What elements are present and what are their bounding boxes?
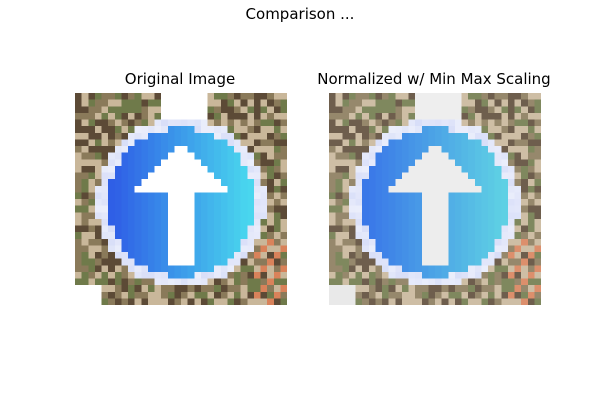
original-sign-image — [75, 93, 287, 305]
panel-title-normalized: Normalized w/ Min Max Scaling — [317, 70, 551, 88]
figure-suptitle: Comparison ... — [245, 5, 355, 23]
panel-title-original: Original Image — [124, 70, 236, 88]
normalized-image-panel — [329, 93, 541, 305]
normalized-sign-image — [329, 93, 541, 305]
original-image-panel — [75, 93, 287, 305]
